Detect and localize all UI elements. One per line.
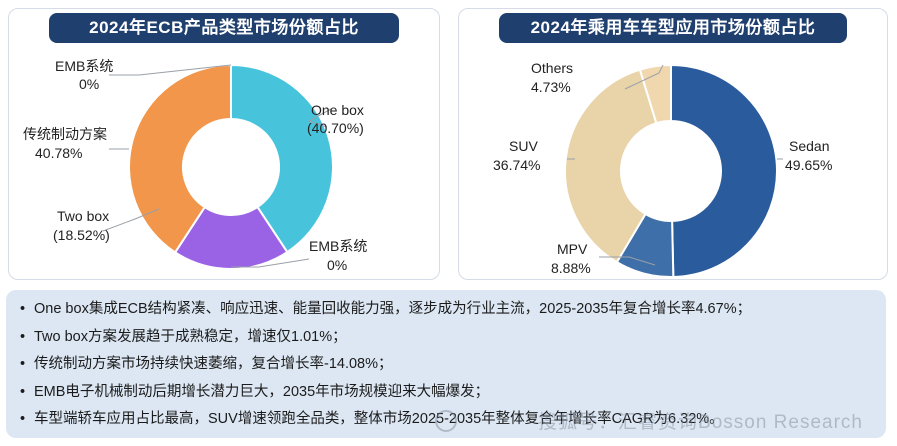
vehicle-label-mpv-value: 8.88% bbox=[551, 260, 591, 276]
watermark-icon bbox=[435, 410, 457, 432]
note-item: 传统制动方案市场持续快速萎缩，复合增长率-14.08%； bbox=[20, 351, 876, 379]
ecb-label-onebox-name: One box bbox=[311, 102, 364, 118]
ecb-label-traditional-name: 传统制动方案 bbox=[23, 126, 107, 142]
vehicle-label-mpv-name: MPV bbox=[557, 241, 588, 257]
ecb-label-emb-bottom-value: 0% bbox=[327, 257, 347, 273]
note-item: Two box方案发展趋于成熟稳定，增速仅1.01%； bbox=[20, 324, 876, 352]
ecb-label-twobox-name: Two box bbox=[57, 208, 109, 224]
vehicle-label-sedan-value: 49.65% bbox=[785, 157, 832, 173]
ecb-leader-line bbox=[307, 108, 332, 128]
vehicle-slice-sedan bbox=[670, 63, 778, 278]
ecb-label-emb-bottom-name: EMB系统 bbox=[309, 238, 367, 254]
ecb-label-emb-top-name: EMB系统 bbox=[55, 58, 113, 74]
ecb-label-emb-top-value: 0% bbox=[79, 76, 99, 92]
ecb-label-onebox-value: (40.70%) bbox=[307, 120, 364, 136]
ecb-slice-one-box bbox=[230, 63, 334, 254]
ecb-leader-line bbox=[231, 258, 310, 268]
vehicle-label-suv-name: SUV bbox=[509, 138, 538, 154]
ecb-donut-chart: One box (40.70%) EMB系统 0% 传统制动方案 40.78% … bbox=[23, 58, 367, 273]
ecb-slice-two-box bbox=[173, 205, 289, 270]
vehicle-slice-others bbox=[638, 63, 672, 125]
vehicle-label-others-value: 4.73% bbox=[531, 79, 571, 95]
note-item: 车型端轿车应用占比最高，SUV增速领跑全品类，整体市场2025-2035年整体复… bbox=[20, 406, 876, 434]
vehicle-label-suv-value: 36.74% bbox=[493, 157, 540, 173]
vehicle-label-others-name: Others bbox=[531, 60, 573, 76]
ecb-label-traditional-value: 40.78% bbox=[35, 145, 82, 161]
ecb-leader-line bbox=[102, 208, 160, 232]
ecb-chart-title: 2024年ECB产品类型市场份额占比 bbox=[49, 13, 399, 43]
ecb-label-twobox-value: (18.52%) bbox=[53, 227, 110, 243]
ecb-leader-line bbox=[109, 64, 232, 76]
vehicle-chart-title: 2024年乘用车车型应用市场份额占比 bbox=[499, 13, 847, 43]
ecb-chart-panel: 2024年ECB产品类型市场份额占比 One box (40.70%) EMB系… bbox=[8, 8, 440, 280]
note-item: EMB电子机械制动后期增长潜力巨大，2035年市场规模迎来大幅爆发； bbox=[20, 379, 876, 407]
vehicle-leader-line bbox=[624, 64, 664, 90]
note-item: One box集成ECB结构紧凑、响应迅速、能量回收能力强，逐步成为行业主流，2… bbox=[20, 296, 876, 324]
watermark: 搜狐号：汇睿资询Bosson Research bbox=[538, 412, 863, 433]
vehicle-donut-chart: Sedan 49.65% MPV 8.88% SUV 36.74% Others… bbox=[493, 60, 832, 278]
vehicle-chart-panel: 2024年乘用车车型应用市场份额占比 Sedan 49.65% MPV 8.88… bbox=[458, 8, 888, 280]
vehicle-leader-line bbox=[599, 256, 656, 266]
vehicle-slice-suv bbox=[564, 68, 658, 264]
vehicle-label-sedan-name: Sedan bbox=[789, 138, 829, 154]
